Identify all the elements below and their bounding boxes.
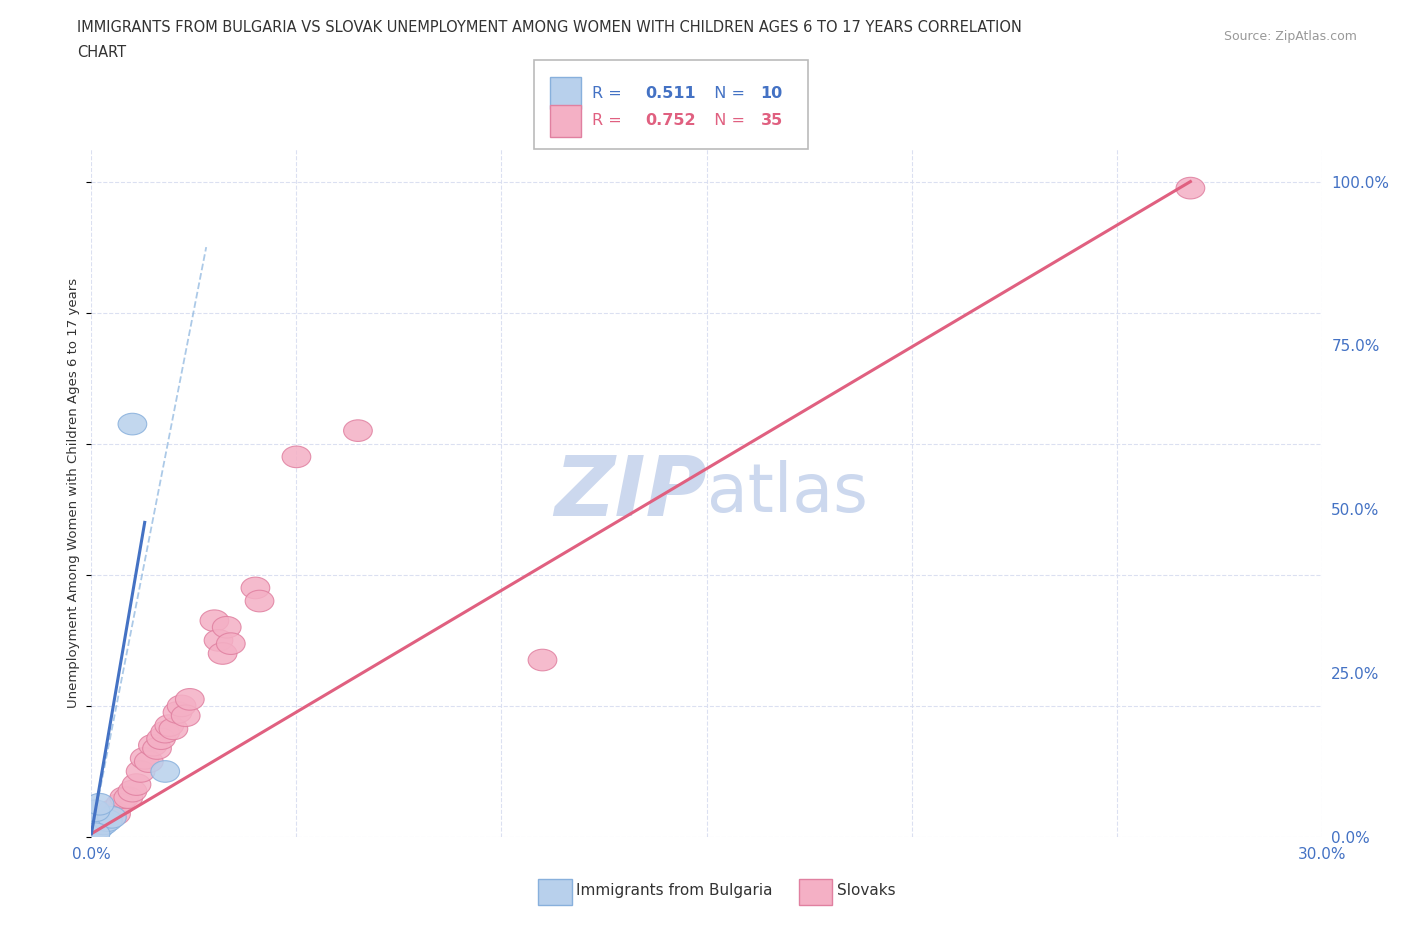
Ellipse shape	[167, 695, 195, 717]
Text: 35: 35	[761, 113, 783, 128]
Ellipse shape	[82, 823, 110, 844]
Ellipse shape	[159, 718, 188, 739]
Ellipse shape	[245, 591, 274, 612]
Ellipse shape	[93, 810, 122, 831]
Text: R =: R =	[592, 113, 631, 128]
Ellipse shape	[240, 578, 270, 599]
Ellipse shape	[105, 793, 135, 815]
Ellipse shape	[110, 787, 139, 808]
Text: 10: 10	[761, 86, 783, 100]
Ellipse shape	[150, 761, 180, 782]
Text: ZIP: ZIP	[554, 452, 706, 534]
Ellipse shape	[146, 728, 176, 750]
Ellipse shape	[283, 446, 311, 468]
Ellipse shape	[172, 705, 200, 726]
Text: N =: N =	[704, 113, 751, 128]
Ellipse shape	[127, 761, 155, 782]
Ellipse shape	[118, 413, 146, 435]
Ellipse shape	[200, 610, 229, 631]
Ellipse shape	[86, 817, 114, 838]
Ellipse shape	[1175, 178, 1205, 199]
Ellipse shape	[343, 419, 373, 442]
Ellipse shape	[155, 715, 184, 737]
Text: Source: ZipAtlas.com: Source: ZipAtlas.com	[1223, 30, 1357, 43]
Text: atlas: atlas	[706, 460, 868, 525]
Ellipse shape	[82, 800, 110, 821]
Text: Slovaks: Slovaks	[837, 883, 896, 897]
Ellipse shape	[86, 813, 114, 835]
Text: N =: N =	[704, 86, 751, 100]
Ellipse shape	[204, 630, 233, 651]
Ellipse shape	[150, 722, 180, 743]
Text: Immigrants from Bulgaria: Immigrants from Bulgaria	[576, 883, 773, 897]
Text: R =: R =	[592, 86, 631, 100]
Ellipse shape	[529, 649, 557, 671]
Y-axis label: Unemployment Among Women with Children Ages 6 to 17 years: Unemployment Among Women with Children A…	[66, 278, 80, 708]
Ellipse shape	[176, 688, 204, 711]
Ellipse shape	[97, 800, 127, 821]
Ellipse shape	[131, 748, 159, 769]
Text: 0.511: 0.511	[645, 86, 696, 100]
Text: IMMIGRANTS FROM BULGARIA VS SLOVAK UNEMPLOYMENT AMONG WOMEN WITH CHILDREN AGES 6: IMMIGRANTS FROM BULGARIA VS SLOVAK UNEMP…	[77, 20, 1022, 35]
Ellipse shape	[90, 810, 118, 831]
Text: 0.752: 0.752	[645, 113, 696, 128]
Ellipse shape	[142, 737, 172, 759]
Ellipse shape	[86, 793, 114, 815]
Ellipse shape	[82, 813, 110, 835]
Ellipse shape	[208, 643, 238, 664]
Ellipse shape	[118, 780, 146, 802]
Ellipse shape	[212, 617, 240, 638]
Ellipse shape	[114, 787, 142, 808]
Ellipse shape	[163, 701, 191, 724]
Ellipse shape	[93, 806, 122, 828]
Text: CHART: CHART	[77, 45, 127, 60]
Ellipse shape	[90, 813, 118, 835]
Ellipse shape	[139, 735, 167, 756]
Ellipse shape	[101, 804, 131, 825]
Ellipse shape	[217, 632, 245, 655]
Ellipse shape	[135, 751, 163, 773]
Ellipse shape	[122, 774, 150, 795]
Ellipse shape	[97, 806, 127, 828]
